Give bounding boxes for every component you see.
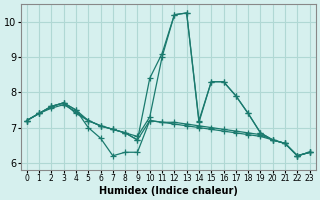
- X-axis label: Humidex (Indice chaleur): Humidex (Indice chaleur): [99, 186, 238, 196]
